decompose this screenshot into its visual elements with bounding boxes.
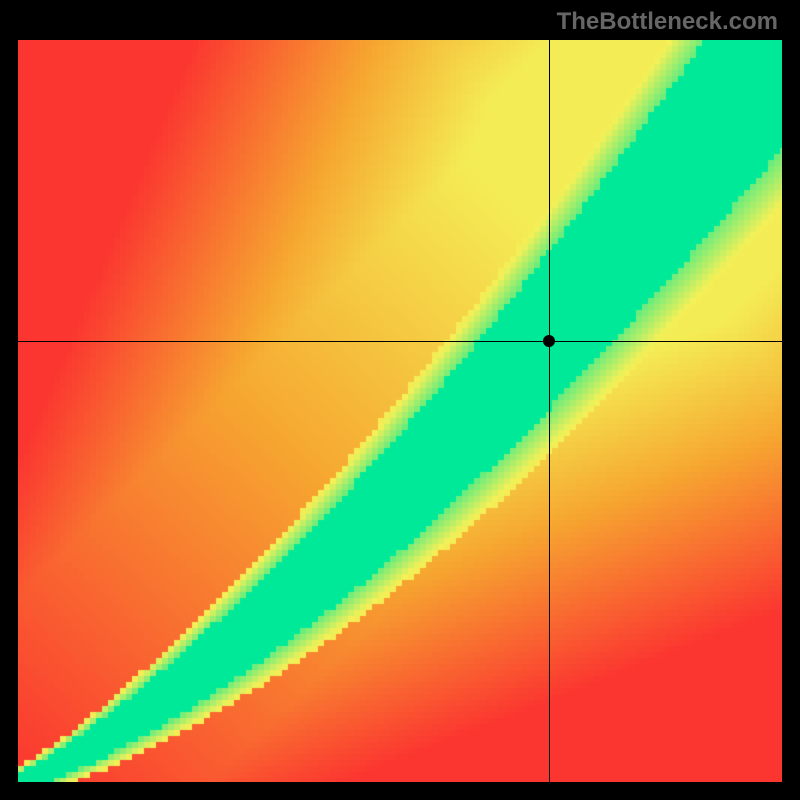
crosshair-vertical [549, 40, 550, 782]
heatmap-canvas [18, 40, 782, 782]
heatmap-container [18, 40, 782, 782]
watermark-text: TheBottleneck.com [557, 8, 778, 36]
crosshair-horizontal [18, 341, 782, 342]
crosshair-dot [543, 335, 555, 347]
